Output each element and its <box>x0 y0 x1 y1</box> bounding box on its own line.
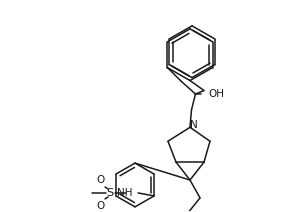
Text: O: O <box>96 201 104 211</box>
Text: S: S <box>106 188 114 198</box>
Text: O: O <box>96 175 104 185</box>
Text: NH: NH <box>117 188 132 198</box>
Text: N: N <box>190 120 198 130</box>
Text: OH: OH <box>209 89 225 99</box>
